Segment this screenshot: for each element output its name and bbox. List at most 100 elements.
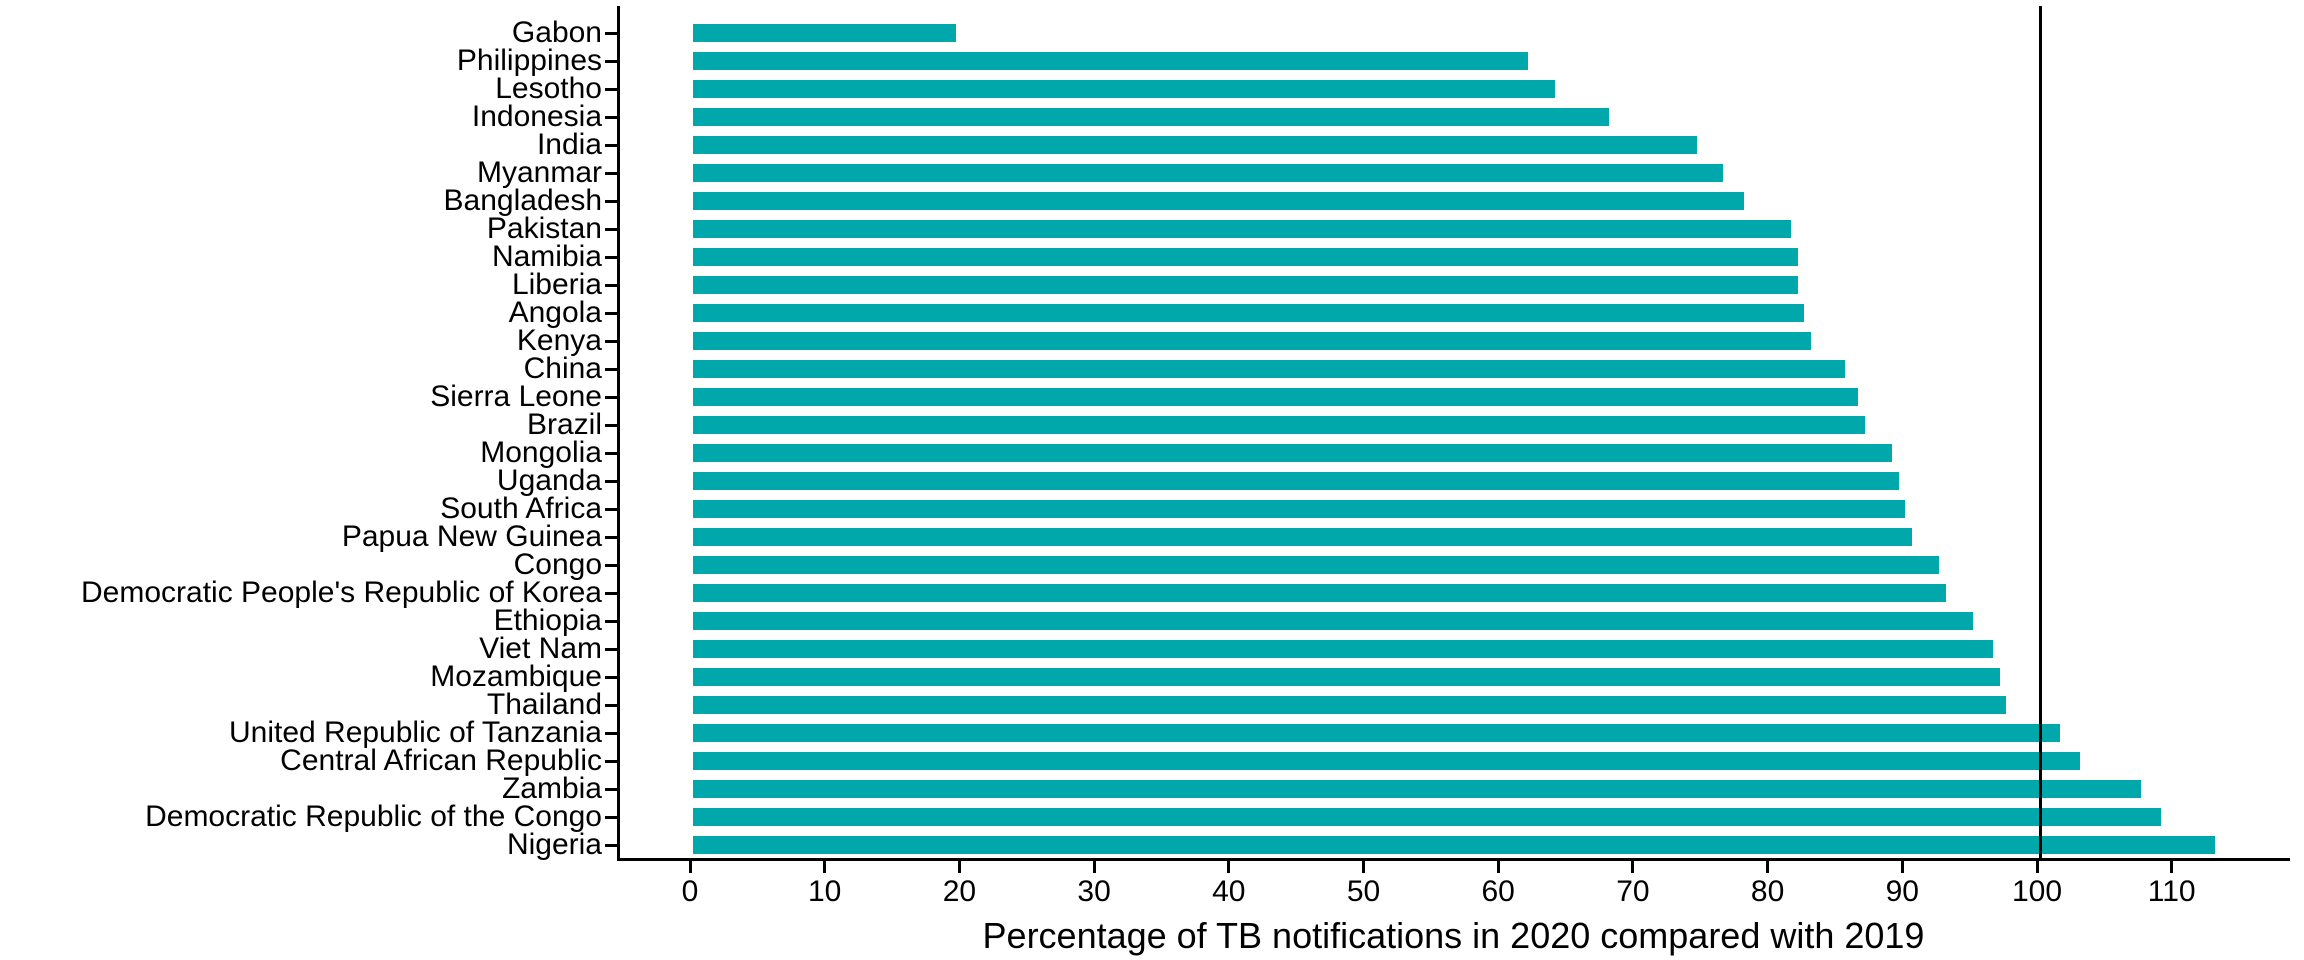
bar [693, 780, 2142, 798]
y-axis-tick [605, 423, 617, 427]
y-axis-label: India [536, 128, 602, 161]
y-axis-label: Democratic People's Republic of Korea [81, 576, 602, 609]
bar [693, 136, 1697, 154]
bar [693, 108, 1609, 126]
y-axis-label: Mongolia [480, 436, 602, 469]
y-axis-label: Gabon [511, 16, 602, 49]
y-axis-label: South Africa [440, 492, 602, 525]
x-axis-tick [1092, 861, 1096, 873]
x-tick-label: 20 [942, 875, 977, 908]
y-axis-label: Uganda [496, 464, 602, 497]
y-axis-label: Angola [508, 296, 602, 329]
bar [693, 332, 1811, 350]
bar [693, 640, 1993, 658]
y-axis-tick [605, 759, 617, 763]
bar [693, 472, 1899, 490]
bar [693, 360, 1845, 378]
y-axis-tick [605, 115, 617, 119]
y-axis-label: Democratic Republic of the Congo [145, 800, 602, 833]
x-axis-tick [1227, 861, 1231, 873]
bar [693, 696, 2007, 714]
y-axis-label: Central African Republic [280, 744, 602, 777]
y-axis-label: United Republic of Tanzania [228, 716, 602, 749]
bar [693, 752, 2081, 770]
y-axis-label: Liberia [511, 268, 602, 301]
y-axis-tick [605, 143, 617, 147]
y-axis-label: Bangladesh [443, 184, 602, 217]
bar [693, 416, 1865, 434]
bar [693, 192, 1744, 210]
bar [693, 528, 1913, 546]
x-tick-label: 50 [1346, 875, 1381, 908]
y-axis-tick [605, 451, 617, 455]
y-axis-tick [605, 395, 617, 399]
y-axis-label: Thailand [486, 688, 602, 721]
y-axis-label: Ethiopia [493, 604, 602, 637]
y-axis-label: Pakistan [486, 212, 602, 245]
y-axis-label: Papua New Guinea [341, 520, 602, 553]
x-axis-tick [1900, 861, 1904, 873]
y-axis-tick [605, 787, 617, 791]
y-axis-tick [605, 535, 617, 539]
y-axis-label: China [523, 352, 602, 385]
bar [693, 612, 1973, 630]
y-axis-label: Lesotho [495, 72, 602, 105]
x-axis-tick [957, 861, 961, 873]
y-axis-tick [605, 479, 617, 483]
y-axis-tick [605, 227, 617, 231]
y-axis-label: Sierra Leone [430, 380, 602, 413]
y-axis-tick [605, 171, 617, 175]
bar [693, 724, 2061, 742]
y-axis-tick [605, 59, 617, 63]
x-axis-tick [823, 861, 827, 873]
y-axis-tick [605, 675, 617, 679]
y-axis-tick [605, 367, 617, 371]
x-axis-tick [1766, 861, 1770, 873]
bar [693, 584, 1946, 602]
x-axis-tick [2170, 861, 2174, 873]
y-axis-tick [605, 31, 617, 35]
bar [693, 24, 956, 42]
y-axis-label: Brazil [526, 408, 602, 441]
bar [693, 444, 1892, 462]
bar [693, 668, 2000, 686]
x-axis-tick [1631, 861, 1635, 873]
y-axis-tick [605, 255, 617, 259]
y-axis-label: Namibia [491, 240, 602, 273]
x-axis-tick [1362, 861, 1365, 873]
y-axis-tick [605, 507, 617, 511]
y-axis-tick [605, 703, 617, 707]
x-axis-tick [2035, 861, 2039, 873]
y-axis-label: Mozambique [430, 660, 602, 693]
bar [693, 248, 1798, 266]
x-tick-label: 40 [1212, 875, 1246, 908]
y-axis-tick [605, 339, 617, 343]
y-axis-tick [605, 283, 617, 287]
bar [693, 164, 1724, 182]
bar [693, 500, 1906, 518]
x-tick-label: 90 [1885, 875, 1919, 908]
y-axis-tick [605, 591, 617, 595]
x-axis-title: Percentage of TB notifications in 2020 c… [982, 915, 1925, 956]
y-axis-tick [605, 563, 617, 567]
x-axis-tick [688, 861, 692, 873]
y-axis-label: Myanmar [476, 156, 602, 189]
y-axis-label: Nigeria [506, 828, 602, 861]
x-tick-label: 10 [808, 875, 842, 908]
x-tick-label: 70 [1616, 875, 1650, 908]
y-axis-label: Viet Nam [479, 632, 602, 665]
y-axis-tick [605, 199, 617, 203]
x-axis-tick [1496, 861, 1500, 873]
bar [693, 304, 1805, 322]
bar [693, 808, 2162, 826]
y-axis-tick [605, 87, 617, 91]
x-tick-label: 100 [2011, 875, 2063, 908]
reference-line [2038, 6, 2042, 858]
y-axis-label: Indonesia [471, 100, 602, 133]
y-axis-label: Philippines [456, 44, 602, 77]
y-axis-tick [605, 731, 617, 735]
x-tick-label: 80 [1750, 875, 1785, 908]
x-tick-label: 110 [2147, 875, 2196, 908]
y-axis-tick [605, 647, 617, 651]
y-axis-label: Kenya [516, 324, 602, 357]
